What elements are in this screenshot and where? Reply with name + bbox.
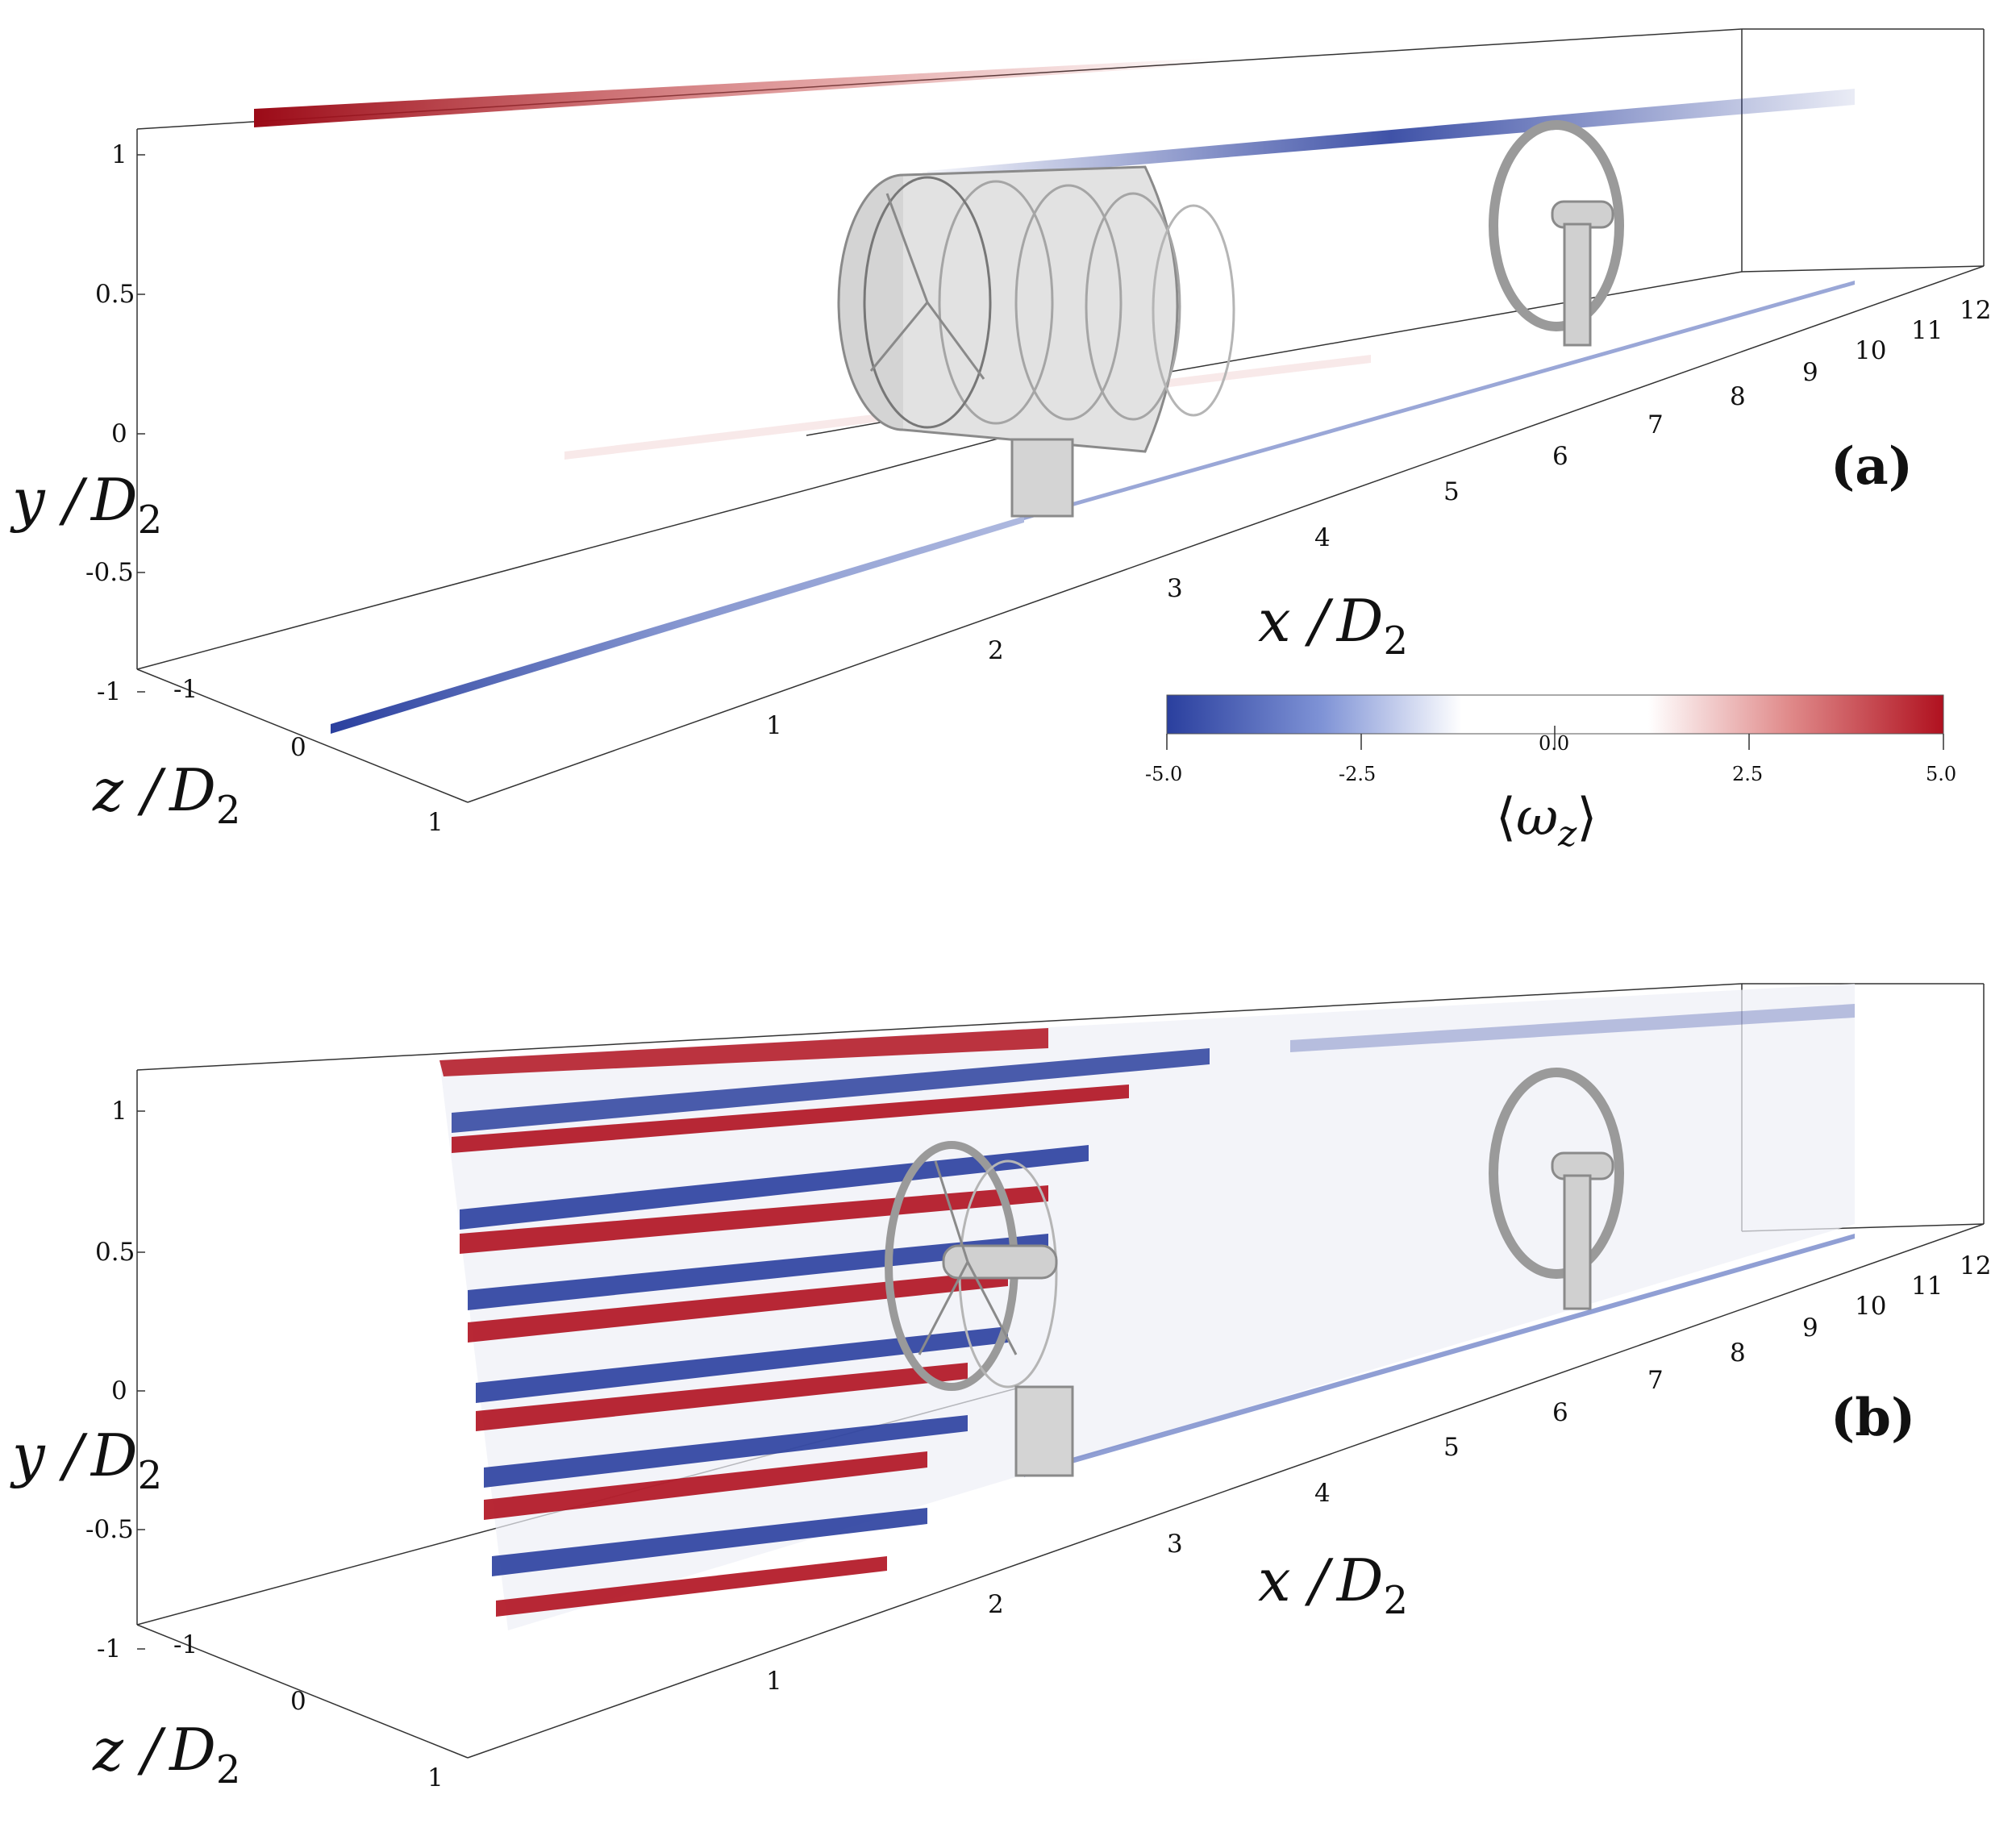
panel-b-x-tick: 1 [766, 1667, 782, 1696]
panel-b: 1 0.5 0 -0.5 -1 -1 0 1 1 2 3 4 5 6 7 8 9… [10, 983, 1991, 1792]
panel-a-z-tick: 0 [290, 733, 306, 762]
panel-b-z-tick: 1 [427, 1763, 444, 1792]
panel-a-x-tick: 5 [1443, 477, 1460, 506]
panel-a: 1 0.5 0 -0.5 -1 -1 0 1 1 2 3 4 5 6 7 8 9… [10, 28, 1991, 837]
panel-b-x-tick: 8 [1730, 1338, 1746, 1368]
panel-a-x-tick: 10 [1855, 336, 1886, 365]
panel-a-z-tick: 1 [427, 808, 444, 837]
panel-a-y-axis-label: y / D2 [10, 466, 162, 543]
panel-a-label: (a) [1831, 436, 1913, 497]
colorbar-tick-label: 2.5 [1732, 763, 1763, 785]
panel-b-upstream-turbine [885, 1141, 1074, 1477]
panel-a-z-tick: -1 [173, 675, 198, 704]
panel-b-x-tick: 7 [1647, 1366, 1664, 1395]
panel-a-x-tick: 4 [1314, 523, 1331, 552]
panel-b-y-tick: 1 [111, 1097, 127, 1126]
colorbar-tick-marks [1166, 726, 1944, 750]
panel-b-z-tick: -1 [173, 1630, 198, 1659]
colorbar: -5.0 -2.5 0.0 2.5 5.0 ⟨ωz⟩ [1145, 694, 1956, 855]
panel-a-x-tick: 12 [1960, 296, 1991, 325]
panel-a-z-axis-label: z / D2 [92, 756, 240, 833]
panel-b-y-tick: 0 [111, 1376, 127, 1405]
colorbar-tick-label: -2.5 [1339, 763, 1376, 785]
panel-a-x-axis-label: x / D2 [1258, 587, 1408, 664]
panel-a-x-tick: 6 [1552, 442, 1568, 471]
panel-b-y-tick: -1 [97, 1634, 121, 1663]
panel-a-upstream-turbine [837, 165, 1235, 518]
panel-b-vorticity-field [439, 984, 1855, 1630]
panel-b-x-tick: 6 [1552, 1398, 1568, 1427]
panel-a-x-tick: 3 [1167, 574, 1183, 603]
panel-b-z-tick: 0 [290, 1687, 306, 1716]
panel-b-x-axis-label: x / D2 [1258, 1547, 1408, 1623]
panel-a-vorticity-field [254, 58, 1855, 734]
panel-b-label: (b) [1831, 1388, 1915, 1448]
panel-b-y-tick: -0.5 [85, 1515, 134, 1544]
panel-b-y-tick: 0.5 [95, 1238, 135, 1267]
panel-a-x-tick: 8 [1730, 382, 1746, 411]
panel-a-y-tick: 0.5 [95, 280, 135, 309]
panel-a-x-tick: 1 [766, 711, 782, 740]
panel-a-y-tick: 1 [111, 140, 127, 169]
panel-b-x-tick: 12 [1960, 1251, 1991, 1280]
panel-b-x-tick: 3 [1167, 1530, 1183, 1559]
colorbar-tick-label: -5.0 [1145, 763, 1182, 785]
panel-b-y-axis-label: y / D2 [10, 1422, 162, 1498]
panel-b-x-tick: 11 [1911, 1272, 1943, 1301]
panel-b-x-tick: 10 [1855, 1292, 1886, 1321]
panel-a-y-ticks [137, 154, 145, 693]
panel-a-y-tick: 0 [111, 419, 127, 448]
panel-a-x-tick: 9 [1802, 358, 1818, 387]
panel-b-y-ticks [137, 1110, 145, 1650]
colorbar-tick-label: 5.0 [1926, 763, 1956, 785]
panel-b-x-tick: 4 [1314, 1479, 1331, 1508]
panel-b-z-axis-label: z / D2 [92, 1716, 240, 1792]
panel-a-downstream-turbine [1489, 120, 1624, 347]
panel-b-downstream-turbine [1489, 1068, 1624, 1310]
panel-b-x-tick: 5 [1443, 1433, 1460, 1462]
panel-b-x-tick: 2 [988, 1590, 1004, 1619]
panel-a-x-tick: 11 [1911, 316, 1943, 345]
colorbar-title: ⟨ωz⟩ [1496, 788, 1597, 855]
colorbar-tick-label: 0.0 [1539, 732, 1569, 755]
panel-b-x-tick: 9 [1802, 1314, 1818, 1343]
panel-a-y-tick: -0.5 [85, 558, 134, 587]
panel-a-x-tick: 7 [1647, 410, 1664, 439]
panel-a-y-tick: -1 [97, 677, 121, 706]
panel-a-x-tick: 2 [988, 636, 1004, 665]
